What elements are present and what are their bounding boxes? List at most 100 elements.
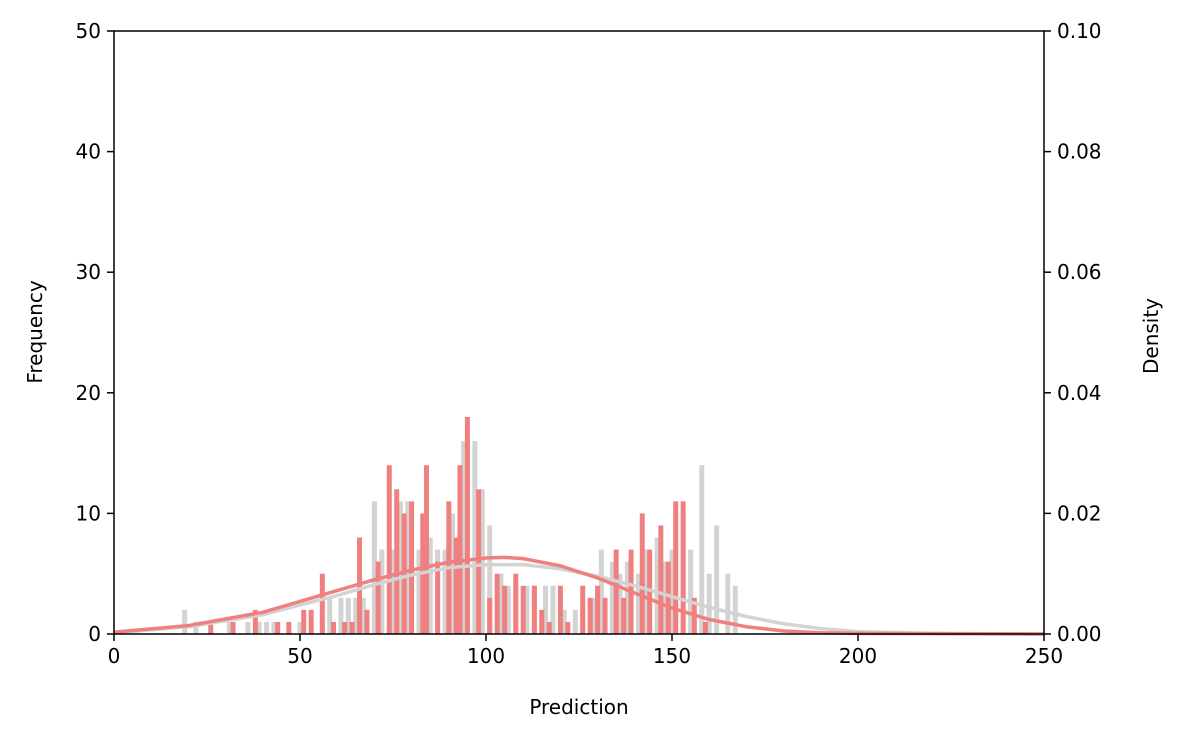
bar-s0-28	[479, 489, 485, 634]
x-tick-label-0: 0	[108, 644, 121, 668]
bar-s1-11	[349, 621, 355, 634]
kde-layer	[113, 555, 1045, 636]
bar-s0-18	[390, 549, 396, 634]
bar-s0-38	[572, 609, 578, 634]
bar-s0-54	[714, 525, 720, 634]
bar-s1-30	[513, 573, 519, 634]
plot-frame	[113, 30, 1045, 635]
y-tick-label-4: 40	[76, 140, 101, 164]
bar-s0-5	[264, 621, 270, 634]
bar-s1-38	[587, 597, 593, 634]
bar-s1-28	[494, 573, 500, 634]
bar-s1-21	[435, 561, 441, 634]
bar-s0-11	[327, 597, 333, 634]
bar-s1-44	[639, 513, 645, 634]
bar-s1-46	[658, 525, 664, 634]
bar-s1-37	[580, 585, 586, 634]
bar-s0-53	[706, 573, 712, 634]
bar-s1-9	[330, 621, 336, 634]
bar-s0-52	[699, 465, 705, 634]
bar-s0-47	[654, 537, 660, 634]
bar-s0-30	[498, 573, 504, 634]
x-tick-label-4: 200	[839, 644, 877, 668]
bar-s0-40	[591, 597, 597, 634]
bar-s1-16	[394, 489, 400, 634]
axes-layer: 0 50 100 150 200 250 0 10 20 30 40 50 0.00 0.02 0.04 0.…	[76, 19, 1102, 668]
bar-s0-17	[379, 549, 385, 634]
bar-s1-20	[423, 465, 429, 634]
bar-s0-42	[609, 561, 615, 634]
bar-s1-13	[364, 609, 370, 634]
y-tick-label-1: 10	[76, 501, 101, 525]
bar-s1-39	[595, 585, 601, 634]
bar-s0-43	[617, 573, 623, 634]
bar-s0-13	[345, 597, 351, 634]
plot-background	[114, 31, 1044, 634]
bar-s0-33	[524, 585, 530, 634]
bar-s0-21	[416, 549, 422, 634]
bar-s1-14	[375, 561, 381, 634]
bar-s1-3	[252, 609, 258, 634]
x-tick-label-1: 50	[287, 644, 312, 668]
bar-s1-2	[230, 621, 236, 634]
bar-s0-1	[193, 621, 199, 634]
bar-s0-36	[550, 585, 556, 634]
y2-tick-label-5: 0.10	[1057, 19, 1102, 43]
y-tick-label-3: 30	[76, 260, 101, 284]
bar-s1-41	[613, 549, 619, 634]
bar-s1-40	[602, 597, 608, 634]
y2-axis-label: Density	[1139, 298, 1163, 374]
x-axis-label: Prediction	[529, 695, 628, 719]
bar-s0-26	[461, 441, 467, 634]
y-axis-label: Frequency	[23, 280, 47, 383]
bar-s1-26	[476, 489, 482, 634]
bar-s0-35	[543, 585, 549, 634]
bar-s0-25	[450, 513, 456, 634]
bar-s0-22	[427, 537, 433, 634]
y2-tick-label-4: 0.08	[1057, 140, 1102, 164]
bar-s0-48	[662, 561, 668, 634]
bar-s1-5	[286, 621, 292, 634]
bar-s0-0	[182, 609, 188, 634]
y2-tick-label-1: 0.02	[1057, 501, 1102, 525]
bar-s1-24	[457, 465, 463, 634]
y2-tick-label-3: 0.06	[1057, 260, 1102, 284]
y-tick-label-5: 50	[76, 19, 101, 43]
bar-s1-31	[520, 585, 526, 634]
bar-s0-4	[256, 621, 262, 634]
bar-s0-31	[505, 585, 511, 634]
bar-s0-6	[271, 621, 277, 634]
bar-s1-42	[621, 597, 627, 634]
bar-s1-25	[464, 416, 470, 634]
bar-s1-32	[531, 585, 537, 634]
bar-s1-10	[342, 621, 348, 634]
bar-s1-18	[409, 501, 415, 634]
bar-s0-46	[643, 549, 649, 634]
bar-s1-34	[546, 621, 552, 634]
bar-s0-55	[725, 573, 731, 634]
y-tick-label-0: 0	[88, 622, 101, 646]
bar-s0-27	[472, 441, 478, 634]
bar-s0-41	[598, 549, 604, 634]
kde-line-s1	[113, 555, 1045, 636]
x-tick-label-2: 100	[467, 644, 505, 668]
bar-s0-20	[405, 501, 411, 634]
bar-s1-51	[702, 621, 708, 634]
bar-s0-37	[561, 609, 567, 634]
x-tick-label-5: 250	[1025, 644, 1063, 668]
bar-s1-27	[487, 597, 493, 634]
bar-s1-33	[539, 609, 545, 634]
bar-s0-16	[371, 501, 377, 634]
bar-s1-47	[665, 561, 671, 634]
bar-s0-19	[397, 501, 403, 634]
bar-s1-35	[557, 585, 563, 634]
bar-s0-49	[669, 549, 675, 634]
bar-s1-23	[453, 537, 459, 634]
bar-s1-7	[308, 609, 314, 634]
bar-s1-15	[386, 465, 392, 634]
bar-s0-3	[245, 621, 251, 634]
bar-s1-4	[275, 621, 281, 634]
bar-s0-24	[442, 549, 448, 634]
bar-s0-2	[226, 621, 232, 634]
y-tick-label-2: 20	[76, 381, 101, 405]
